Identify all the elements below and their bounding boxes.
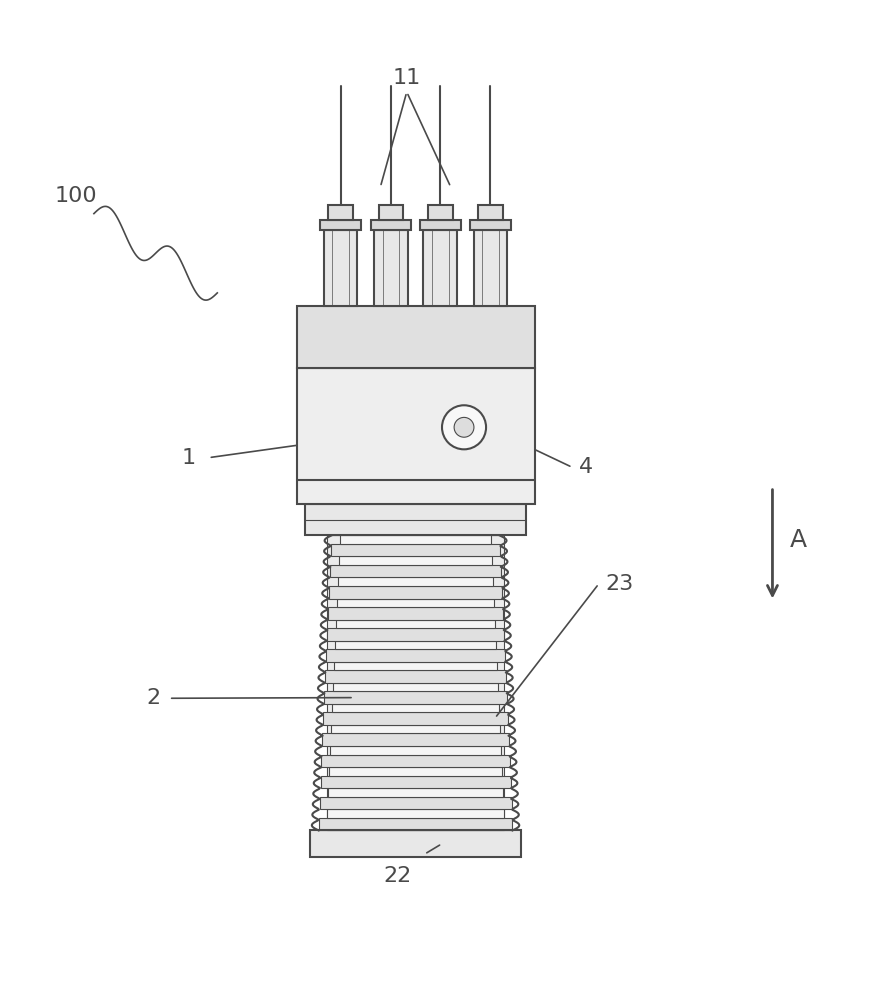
Polygon shape xyxy=(331,746,501,755)
Polygon shape xyxy=(324,712,507,725)
Polygon shape xyxy=(327,628,504,641)
Bar xyxy=(474,230,507,306)
Polygon shape xyxy=(320,797,512,809)
Bar xyxy=(370,220,411,230)
Polygon shape xyxy=(321,776,511,788)
Bar xyxy=(423,230,457,306)
Text: 11: 11 xyxy=(392,68,421,88)
Bar xyxy=(378,205,403,220)
Polygon shape xyxy=(328,788,503,797)
Text: 1: 1 xyxy=(181,448,195,468)
Bar xyxy=(309,830,522,857)
Polygon shape xyxy=(334,662,497,670)
Bar xyxy=(478,205,503,220)
Bar xyxy=(470,220,511,230)
Polygon shape xyxy=(332,704,499,712)
Bar xyxy=(320,220,361,230)
Bar xyxy=(297,368,535,504)
Polygon shape xyxy=(332,725,500,733)
Polygon shape xyxy=(318,818,513,830)
Bar xyxy=(305,504,526,535)
Bar xyxy=(324,230,357,306)
Polygon shape xyxy=(327,809,504,818)
Bar xyxy=(420,220,461,230)
Bar xyxy=(328,205,353,220)
Polygon shape xyxy=(336,620,495,628)
Polygon shape xyxy=(335,641,496,649)
Polygon shape xyxy=(322,755,510,767)
Polygon shape xyxy=(328,607,503,620)
Polygon shape xyxy=(337,599,494,607)
Text: 2: 2 xyxy=(146,688,160,708)
Bar xyxy=(428,205,453,220)
Bar xyxy=(297,306,535,368)
Polygon shape xyxy=(329,586,502,599)
Text: 100: 100 xyxy=(54,186,97,206)
Text: 4: 4 xyxy=(579,457,592,477)
Polygon shape xyxy=(339,535,492,544)
Polygon shape xyxy=(324,691,507,704)
Bar xyxy=(327,535,504,830)
Polygon shape xyxy=(325,670,506,683)
Polygon shape xyxy=(326,649,505,662)
Text: A: A xyxy=(790,528,807,552)
Bar xyxy=(374,230,408,306)
Polygon shape xyxy=(331,544,500,556)
Circle shape xyxy=(454,417,474,437)
Polygon shape xyxy=(338,577,493,586)
Text: 23: 23 xyxy=(605,574,633,594)
Polygon shape xyxy=(323,733,508,746)
Circle shape xyxy=(442,405,486,449)
Text: 22: 22 xyxy=(384,866,412,886)
Polygon shape xyxy=(339,556,492,565)
Polygon shape xyxy=(333,683,498,691)
Polygon shape xyxy=(330,565,501,577)
Polygon shape xyxy=(330,767,502,776)
